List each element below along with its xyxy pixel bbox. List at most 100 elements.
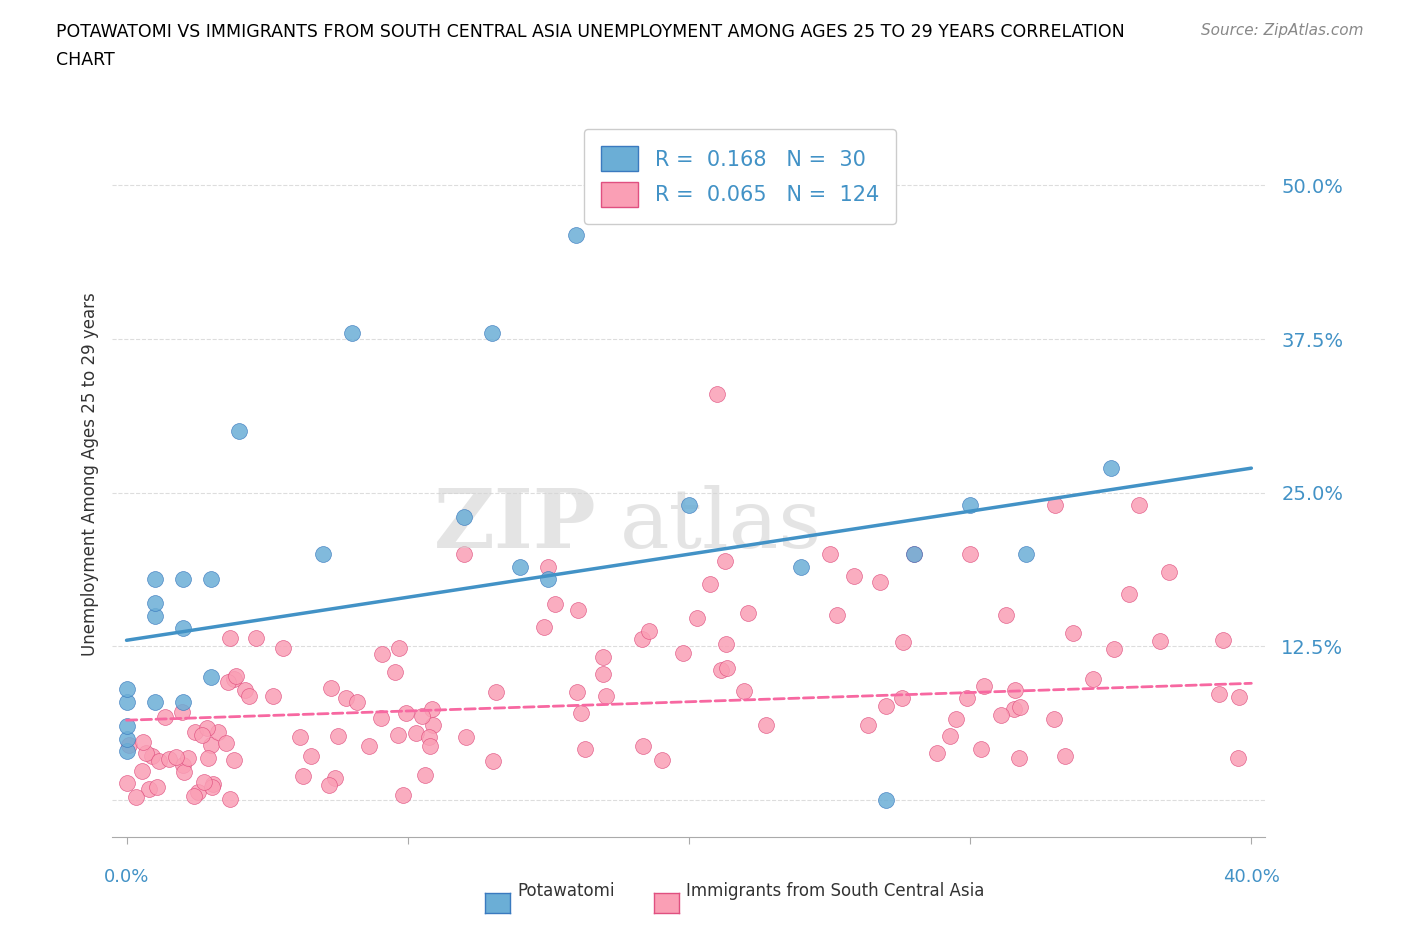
Text: ZIP: ZIP [434,485,596,565]
Point [299,749,322,764]
Point [115,776,138,790]
Point [405,725,427,740]
Point [288,729,311,744]
Point [453,547,475,562]
Point [592,667,614,682]
Point [1229,689,1251,704]
Point [1015,547,1038,562]
Point [195,721,218,736]
Point [323,771,346,786]
Point [716,660,738,675]
Point [1227,751,1250,765]
Point [146,779,169,794]
Point [238,688,260,703]
Point [1102,641,1125,656]
Point [218,791,240,806]
Point [392,787,415,802]
Point [387,641,409,656]
Point [422,718,444,733]
Text: Source: ZipAtlas.com: Source: ZipAtlas.com [1201,23,1364,38]
Point [418,730,440,745]
Point [706,387,728,402]
Point [153,710,176,724]
Point [574,741,596,756]
Point [138,782,160,797]
Point [172,571,194,586]
Point [125,789,148,804]
Text: Potawatomi: Potawatomi [517,883,614,900]
Point [135,745,157,760]
Point [631,738,654,753]
Point [271,641,294,656]
Text: POTAWATOMI VS IMMIGRANTS FROM SOUTH CENTRAL ASIA UNEMPLOYMENT AMONG AGES 25 TO 2: POTAWATOMI VS IMMIGRANTS FROM SOUTH CENT… [56,23,1125,41]
Point [291,768,314,783]
Point [420,701,443,716]
Point [143,571,166,586]
Point [544,596,567,611]
Point [678,498,700,512]
Point [201,779,224,794]
Point [453,510,475,525]
Text: Immigrants from South Central Asia: Immigrants from South Central Asia [686,883,984,900]
Point [1159,565,1181,579]
Point [222,752,245,767]
Y-axis label: Unemployment Among Ages 25 to 29 years: Unemployment Among Ages 25 to 29 years [80,292,98,657]
Point [370,711,392,725]
Point [875,698,897,713]
Point [481,326,503,340]
Point [456,730,478,745]
Point [115,682,138,697]
Point [734,153,756,168]
Point [224,671,246,686]
Point [903,547,925,562]
Point [973,679,995,694]
Text: atlas: atlas [620,485,823,565]
Point [165,750,187,764]
Point [143,695,166,710]
Point [183,788,205,803]
Point [172,758,194,773]
Point [592,650,614,665]
Point [685,611,707,626]
Point [202,777,225,791]
Point [326,728,349,743]
Point [225,669,247,684]
Point [357,738,380,753]
Point [207,724,229,739]
Point [335,690,357,705]
Point [143,596,166,611]
Point [228,424,250,439]
Point [990,708,1012,723]
Point [565,227,588,242]
Point [565,685,588,700]
Point [891,635,914,650]
Point [1212,632,1234,647]
Point [395,706,418,721]
Point [1099,460,1122,475]
Point [157,751,180,766]
Point [340,326,363,340]
Point [115,719,138,734]
Point [485,684,508,699]
Point [245,631,267,645]
Point [567,603,589,618]
Point [176,751,198,765]
Point [790,559,813,574]
Point [509,559,531,574]
Point [411,709,433,724]
Point [143,608,166,623]
Point [200,571,222,586]
Point [217,674,239,689]
Point [482,753,505,768]
Point [1062,626,1084,641]
Point [318,777,340,792]
Point [312,547,335,562]
Point [842,568,865,583]
Point [200,670,222,684]
Point [875,792,897,807]
Point [115,695,138,710]
Point [856,717,879,732]
Point [959,498,981,512]
Point [595,688,617,703]
Point [384,665,406,680]
